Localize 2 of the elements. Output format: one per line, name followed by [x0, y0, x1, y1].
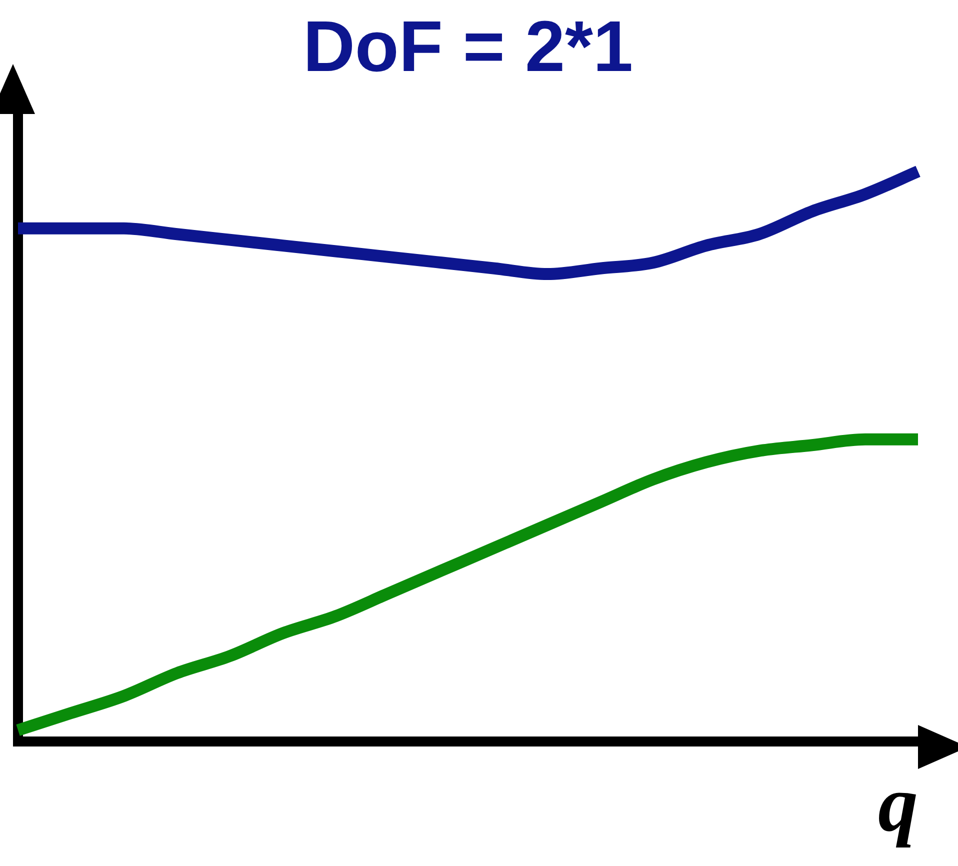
x-axis-title: q — [878, 760, 918, 849]
chart-title: DoF = 2*1 — [302, 7, 634, 88]
